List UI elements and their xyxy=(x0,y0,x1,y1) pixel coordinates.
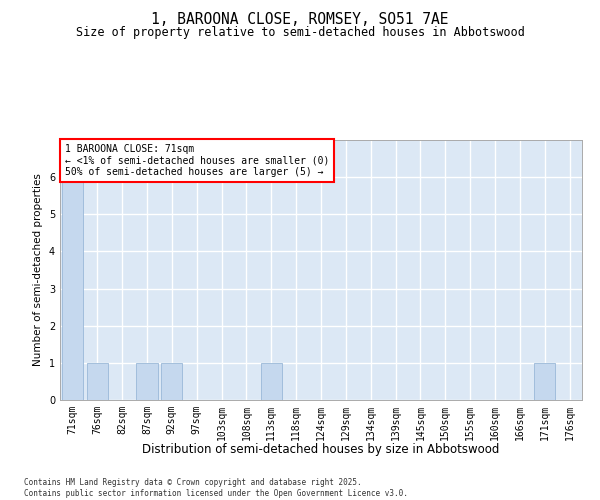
Y-axis label: Number of semi-detached properties: Number of semi-detached properties xyxy=(34,174,43,366)
Text: Contains HM Land Registry data © Crown copyright and database right 2025.
Contai: Contains HM Land Registry data © Crown c… xyxy=(24,478,408,498)
Text: 1 BAROONA CLOSE: 71sqm
← <1% of semi-detached houses are smaller (0)
50% of semi: 1 BAROONA CLOSE: 71sqm ← <1% of semi-det… xyxy=(65,144,329,177)
Text: Distribution of semi-detached houses by size in Abbotswood: Distribution of semi-detached houses by … xyxy=(142,442,500,456)
Text: Size of property relative to semi-detached houses in Abbotswood: Size of property relative to semi-detach… xyxy=(76,26,524,39)
Text: 1, BAROONA CLOSE, ROMSEY, SO51 7AE: 1, BAROONA CLOSE, ROMSEY, SO51 7AE xyxy=(151,12,449,28)
Bar xyxy=(534,363,555,400)
Bar xyxy=(62,177,83,400)
Bar xyxy=(161,363,182,400)
Bar xyxy=(136,363,158,400)
Bar xyxy=(261,363,282,400)
Bar xyxy=(87,363,108,400)
